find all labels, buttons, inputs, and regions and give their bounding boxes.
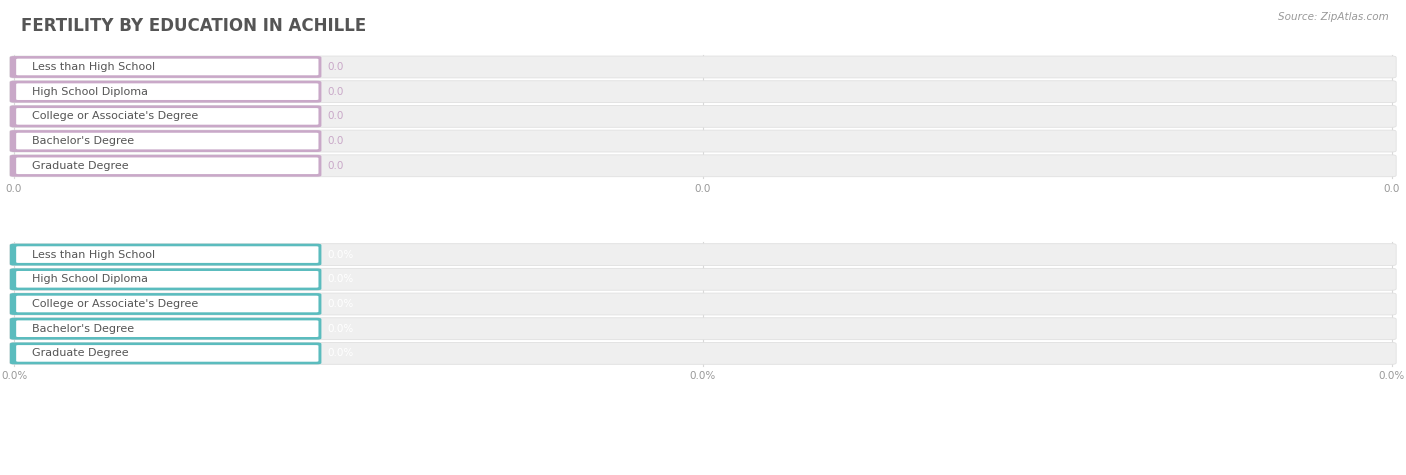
Text: 0.0%: 0.0% bbox=[328, 249, 354, 260]
Text: 0.0%: 0.0% bbox=[690, 371, 716, 381]
Text: Graduate Degree: Graduate Degree bbox=[32, 161, 129, 171]
Text: 0.0: 0.0 bbox=[328, 86, 344, 97]
Text: 0.0%: 0.0% bbox=[328, 299, 354, 309]
FancyBboxPatch shape bbox=[10, 155, 322, 177]
FancyBboxPatch shape bbox=[17, 158, 318, 174]
Text: College or Associate's Degree: College or Associate's Degree bbox=[32, 111, 198, 122]
Text: 0.0%: 0.0% bbox=[328, 323, 354, 334]
Text: 0.0: 0.0 bbox=[328, 161, 344, 171]
Text: College or Associate's Degree: College or Associate's Degree bbox=[32, 299, 198, 309]
FancyBboxPatch shape bbox=[10, 130, 322, 152]
Text: Bachelor's Degree: Bachelor's Degree bbox=[32, 136, 135, 146]
Text: 0.0: 0.0 bbox=[328, 111, 344, 122]
FancyBboxPatch shape bbox=[17, 108, 318, 125]
FancyBboxPatch shape bbox=[17, 83, 318, 100]
FancyBboxPatch shape bbox=[10, 155, 1396, 177]
FancyBboxPatch shape bbox=[10, 268, 1396, 290]
FancyBboxPatch shape bbox=[10, 293, 1396, 315]
FancyBboxPatch shape bbox=[10, 105, 322, 127]
FancyBboxPatch shape bbox=[10, 81, 322, 103]
FancyBboxPatch shape bbox=[17, 271, 318, 288]
Text: 0.0: 0.0 bbox=[328, 62, 344, 72]
Text: 0.0%: 0.0% bbox=[328, 348, 354, 359]
FancyBboxPatch shape bbox=[10, 56, 1396, 78]
Text: Source: ZipAtlas.com: Source: ZipAtlas.com bbox=[1278, 12, 1389, 22]
Text: 0.0%: 0.0% bbox=[1, 371, 27, 381]
FancyBboxPatch shape bbox=[17, 345, 318, 362]
Text: 0.0: 0.0 bbox=[328, 136, 344, 146]
FancyBboxPatch shape bbox=[17, 295, 318, 313]
FancyBboxPatch shape bbox=[10, 244, 1396, 266]
FancyBboxPatch shape bbox=[17, 320, 318, 337]
FancyBboxPatch shape bbox=[10, 244, 322, 266]
Text: 0.0%: 0.0% bbox=[1379, 371, 1405, 381]
Text: 0.0: 0.0 bbox=[1384, 184, 1400, 194]
Text: 0.0: 0.0 bbox=[6, 184, 22, 194]
FancyBboxPatch shape bbox=[10, 342, 322, 364]
Text: Less than High School: Less than High School bbox=[32, 62, 156, 72]
Text: Bachelor's Degree: Bachelor's Degree bbox=[32, 323, 135, 334]
Text: Less than High School: Less than High School bbox=[32, 249, 156, 260]
FancyBboxPatch shape bbox=[10, 268, 322, 290]
FancyBboxPatch shape bbox=[10, 130, 1396, 152]
Text: High School Diploma: High School Diploma bbox=[32, 274, 149, 285]
Text: 0.0: 0.0 bbox=[695, 184, 711, 194]
FancyBboxPatch shape bbox=[17, 58, 318, 75]
FancyBboxPatch shape bbox=[17, 133, 318, 149]
Text: Graduate Degree: Graduate Degree bbox=[32, 348, 129, 359]
FancyBboxPatch shape bbox=[10, 318, 1396, 340]
FancyBboxPatch shape bbox=[10, 56, 322, 78]
FancyBboxPatch shape bbox=[10, 105, 1396, 127]
FancyBboxPatch shape bbox=[10, 293, 322, 315]
Text: 0.0%: 0.0% bbox=[328, 274, 354, 285]
Text: FERTILITY BY EDUCATION IN ACHILLE: FERTILITY BY EDUCATION IN ACHILLE bbox=[21, 17, 367, 35]
FancyBboxPatch shape bbox=[10, 81, 1396, 103]
FancyBboxPatch shape bbox=[10, 342, 1396, 364]
Text: High School Diploma: High School Diploma bbox=[32, 86, 149, 97]
FancyBboxPatch shape bbox=[17, 247, 318, 263]
FancyBboxPatch shape bbox=[10, 318, 322, 340]
